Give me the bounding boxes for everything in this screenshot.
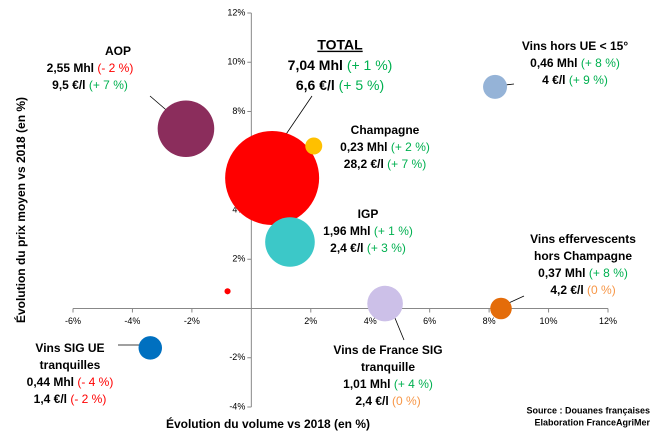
value-label: 0,44 Mhl — [27, 375, 74, 389]
source: Elaboration FranceAgriMer — [534, 417, 650, 427]
x-tick-label: 10% — [540, 316, 558, 326]
change-label: (- 2 %) — [97, 61, 133, 75]
point-label: 4,2 €/l (0 %) — [550, 283, 615, 297]
y-axis-title: Évolution du prix moyen vs 2018 (en %) — [13, 97, 28, 323]
x-axis-title: Évolution du volume vs 2018 (en %) — [166, 416, 370, 431]
point-label: 1,96 Mhl (+ 1 %) — [323, 224, 413, 238]
point-label: 6,6 €/l (+ 5 %) — [296, 77, 384, 93]
change-label: (+ 4 %) — [394, 377, 433, 391]
point-label: 2,4 €/l (0 %) — [355, 394, 420, 408]
bubble — [138, 336, 163, 360]
point-label: 1,01 Mhl (+ 4 %) — [343, 377, 433, 391]
bubble — [157, 100, 215, 158]
point-name: IGP — [358, 207, 379, 221]
change-label: (- 2 %) — [70, 392, 106, 406]
point-name: Vins de France SIG — [333, 343, 442, 357]
point-label: 28,2 €/l (+ 7 %) — [344, 157, 426, 171]
point-name: TOTAL — [317, 37, 363, 53]
x-tick-label: 6% — [423, 316, 436, 326]
change-label: (+ 8 %) — [589, 266, 628, 280]
point-label: 2,55 Mhl (- 2 %) — [47, 61, 134, 75]
bubble — [483, 74, 508, 99]
value-label: 4 €/l — [542, 73, 565, 87]
point-name: AOP — [105, 44, 131, 58]
change-label: (+ 9 %) — [569, 73, 608, 87]
point-label: 2,4 €/l (+ 3 %) — [330, 241, 406, 255]
bubble — [265, 217, 315, 267]
y-tick-label: 8% — [232, 106, 245, 116]
change-label: (0 %) — [587, 283, 616, 297]
value-label: 6,6 €/l — [296, 77, 335, 93]
x-tick-label: 4% — [364, 316, 377, 326]
source: Source : Douanes françaises — [526, 405, 650, 415]
x-tick-label: -2% — [184, 316, 200, 326]
y-tick-label: -2% — [229, 352, 245, 362]
change-label: (+ 3 %) — [367, 241, 406, 255]
change-label: (+ 1 %) — [347, 57, 393, 73]
change-label: (- 4 %) — [77, 375, 113, 389]
value-label: 0,23 Mhl — [340, 140, 387, 154]
x-tick-label: -4% — [124, 316, 140, 326]
point-label: 0,44 Mhl (- 4 %) — [27, 375, 114, 389]
value-label: 2,4 €/l — [355, 394, 388, 408]
bubble — [225, 130, 320, 225]
bubble — [224, 288, 231, 295]
point-label: 0,37 Mhl (+ 8 %) — [538, 266, 628, 280]
bubble — [490, 297, 512, 320]
point-label: 7,04 Mhl (+ 1 %) — [288, 57, 393, 73]
point-label: 1,4 €/l (- 2 %) — [34, 392, 107, 406]
change-label: (0 %) — [392, 394, 421, 408]
value-label: 1,01 Mhl — [343, 377, 390, 391]
point-name: tranquille — [361, 360, 415, 374]
point-label: 4 €/l (+ 9 %) — [542, 73, 608, 87]
value-label: 0,37 Mhl — [538, 266, 585, 280]
point-name: Vins SIG UE — [35, 341, 104, 355]
point-name: tranquilles — [40, 358, 101, 372]
value-label: 1,96 Mhl — [323, 224, 370, 238]
change-label: (+ 7 %) — [387, 157, 426, 171]
change-label: (+ 2 %) — [391, 140, 430, 154]
x-tick-label: 8% — [483, 316, 496, 326]
change-label: (+ 7 %) — [89, 78, 128, 92]
change-label: (+ 1 %) — [374, 224, 413, 238]
y-tick-label: 2% — [232, 254, 245, 264]
value-label: 28,2 €/l — [344, 157, 384, 171]
bubble — [367, 285, 403, 322]
point-label: 9,5 €/l (+ 7 %) — [52, 78, 128, 92]
point-name: Vins hors UE < 15° — [522, 39, 628, 53]
value-label: 2,4 €/l — [330, 241, 363, 255]
y-tick-label: -4% — [229, 401, 245, 411]
bubble — [305, 137, 323, 155]
point-label: 0,46 Mhl (+ 8 %) — [530, 56, 620, 70]
value-label: 2,55 Mhl — [47, 61, 94, 75]
value-label: 7,04 Mhl — [288, 57, 343, 73]
point-label: 0,23 Mhl (+ 2 %) — [340, 140, 430, 154]
change-label: (+ 8 %) — [581, 56, 620, 70]
point-name: Champagne — [351, 123, 420, 137]
value-label: 1,4 €/l — [34, 392, 67, 406]
value-label: 4,2 €/l — [550, 283, 583, 297]
x-tick-label: 2% — [304, 316, 317, 326]
change-label: (+ 5 %) — [339, 77, 385, 93]
x-tick-label: 12% — [599, 316, 617, 326]
y-tick-label: 12% — [227, 7, 245, 17]
value-label: 9,5 €/l — [52, 78, 85, 92]
y-tick-label: 10% — [227, 57, 245, 67]
point-name: Vins effervescents — [530, 232, 636, 246]
point-name: hors Champagne — [534, 249, 632, 263]
value-label: 0,46 Mhl — [530, 56, 577, 70]
x-tick-label: -6% — [65, 316, 81, 326]
